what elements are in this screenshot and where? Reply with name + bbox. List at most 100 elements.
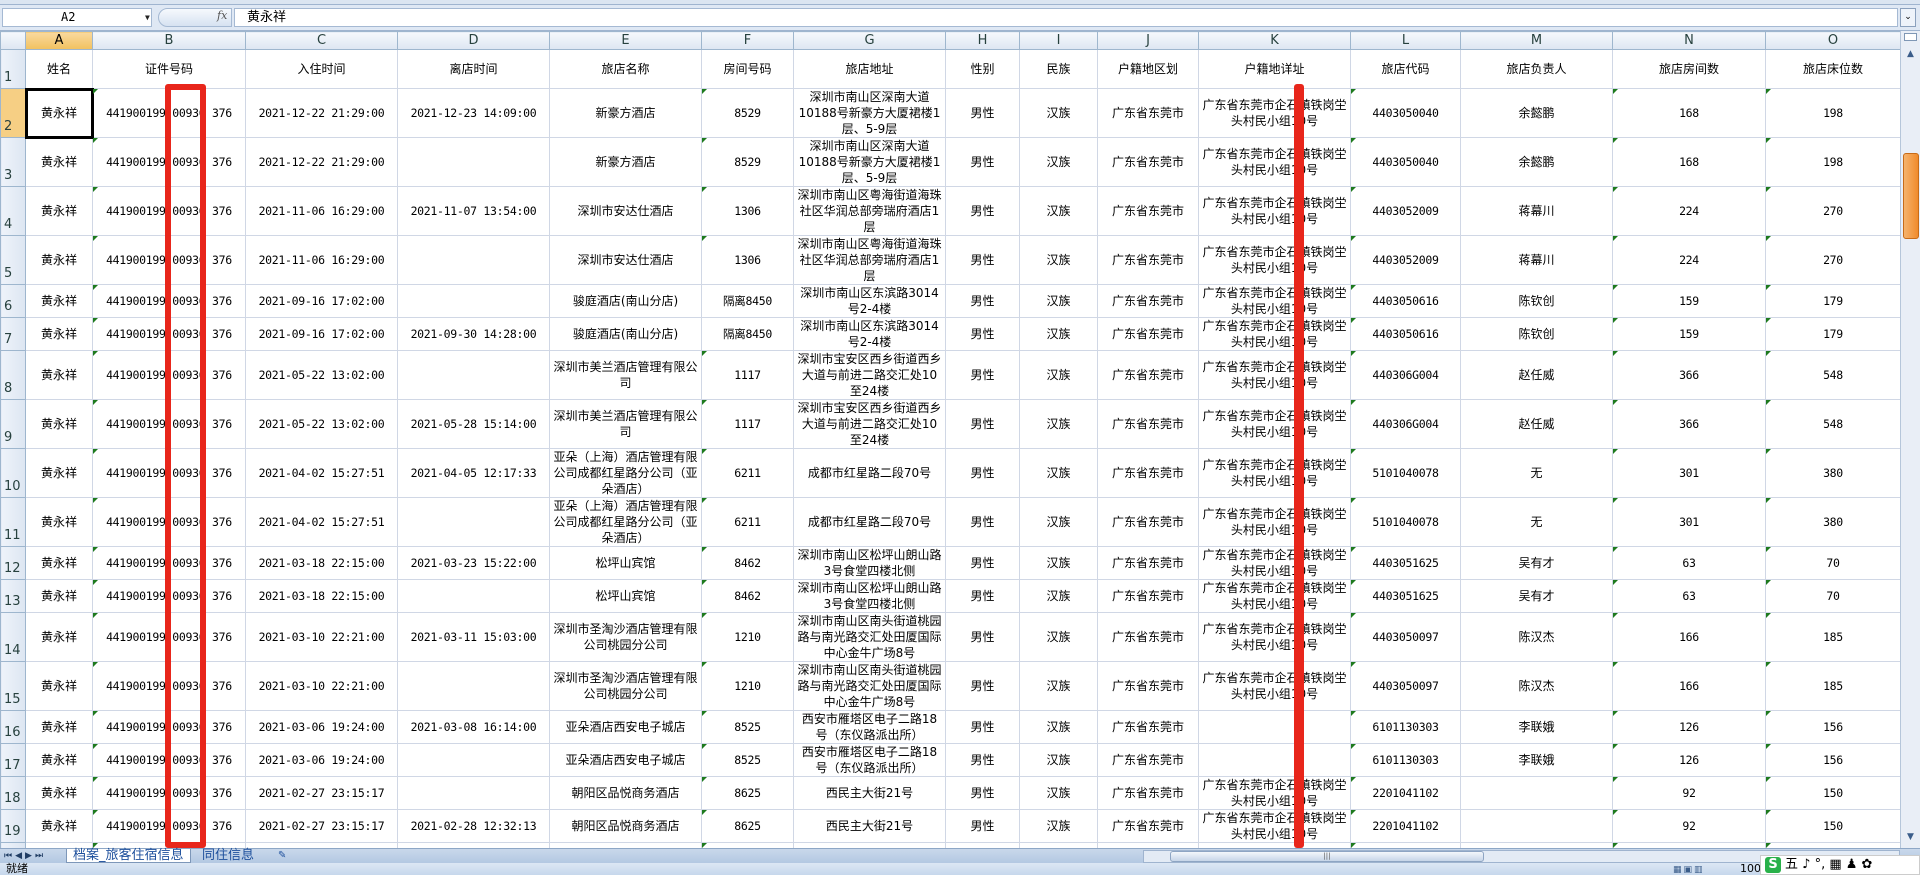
- column-header-n[interactable]: N: [1612, 31, 1766, 50]
- row-header[interactable]: 3: [0, 137, 26, 187]
- cell-k[interactable]: 广东省东莞市企石镇铁岗坣头村民小组10号: [1198, 612, 1351, 662]
- cell-e[interactable]: 深圳市安达仕酒店: [549, 235, 702, 285]
- cell-h[interactable]: 男性: [945, 497, 1020, 547]
- cell-g[interactable]: 西民主大街21号: [793, 776, 946, 810]
- select-all-button[interactable]: [0, 31, 26, 50]
- header-cell[interactable]: 旅店地址: [793, 49, 946, 89]
- cell-e[interactable]: 骏庭酒店(南山分店): [549, 284, 702, 318]
- cell-g[interactable]: 深圳市南山区粤海街道海珠社区华润总部旁瑞府酒店1层: [793, 235, 946, 285]
- cell-j[interactable]: 广东省东莞市: [1097, 137, 1199, 187]
- column-header-h[interactable]: H: [945, 31, 1020, 50]
- cell-g[interactable]: 成都市红星路二段70号: [793, 497, 946, 547]
- row-header[interactable]: 17: [0, 743, 26, 777]
- cell-e[interactable]: 深圳市圣淘沙酒店管理有限公司桃园分公司: [549, 612, 702, 662]
- cell-f[interactable]: 隔离8450: [701, 317, 794, 351]
- cell-m[interactable]: 李联娥: [1460, 743, 1613, 777]
- cell-k[interactable]: 广东省东莞市企石镇铁岗坣头村民小组10号: [1198, 284, 1351, 318]
- cell-l[interactable]: 4403052009: [1350, 186, 1461, 236]
- cell-o[interactable]: 380: [1765, 497, 1900, 547]
- cell-o[interactable]: 150: [1765, 809, 1900, 843]
- cell-o[interactable]: 130: [1765, 842, 1900, 848]
- cell-f[interactable]: 1117: [701, 399, 794, 449]
- cell-j[interactable]: 广东省东莞市: [1097, 235, 1199, 285]
- cell-a[interactable]: 黄永祥: [25, 710, 93, 744]
- cell-d[interactable]: 2021-03-23 15:22:00: [397, 546, 550, 580]
- cell-g[interactable]: 深圳市南山区南头街道桃园路与南光路交汇处田厦国际中心金牛广场8号: [793, 612, 946, 662]
- cell-l[interactable]: 4403050040: [1350, 137, 1461, 187]
- sheet-tab-cohabitants[interactable]: 同住信息: [202, 848, 255, 863]
- cell-m[interactable]: [1460, 776, 1613, 810]
- cell-j[interactable]: 广东省东莞市: [1097, 579, 1199, 613]
- split-handle[interactable]: [1904, 33, 1917, 41]
- cell-m[interactable]: 蒋幕川: [1460, 186, 1613, 236]
- cell-e[interactable]: 亚朵酒店西安电子城店: [549, 710, 702, 744]
- cell-j[interactable]: 广东省东莞市: [1097, 448, 1199, 498]
- cell-i[interactable]: 汉族: [1019, 809, 1098, 843]
- cell-d[interactable]: 2021-11-07 13:54:00: [397, 186, 550, 236]
- cell-o[interactable]: 198: [1765, 137, 1900, 187]
- cell-k[interactable]: 广东省东莞市企石镇铁岗坣头村民小组10号: [1198, 776, 1351, 810]
- cell-j[interactable]: 广东省东莞市: [1097, 776, 1199, 810]
- row-header[interactable]: 2: [0, 88, 26, 138]
- cell-l[interactable]: 440306G004: [1350, 399, 1461, 449]
- cell-m[interactable]: 陈汉杰: [1460, 612, 1613, 662]
- row-header[interactable]: 15: [0, 661, 26, 711]
- cell-l[interactable]: 6101130303: [1350, 743, 1461, 777]
- cell-a[interactable]: 黄永祥: [25, 612, 93, 662]
- column-header-l[interactable]: L: [1350, 31, 1461, 50]
- cell-m[interactable]: 陈钦创: [1460, 284, 1613, 318]
- cell-k[interactable]: 广东省东莞市企石镇铁岗坣头村民小组10号: [1198, 186, 1351, 236]
- cell-c[interactable]: 2021-12-22 21:29:00: [245, 88, 398, 138]
- cell-g[interactable]: 西安市雁塔区电子二路18号（东仪路派出所）: [793, 743, 946, 777]
- cell-l[interactable]: 4403051625: [1350, 579, 1461, 613]
- cell-c[interactable]: 2021-04-02 15:27:51: [245, 448, 398, 498]
- column-header-a[interactable]: A: [25, 31, 93, 50]
- cell-h[interactable]: 男性: [945, 235, 1020, 285]
- row-header[interactable]: 10: [0, 448, 26, 498]
- cell-a[interactable]: 黄永祥: [25, 448, 93, 498]
- cell-k[interactable]: 广东省东莞市企石镇铁岗坣头村民小组10号: [1198, 579, 1351, 613]
- cell-b[interactable]: 441900199 00930 376: [92, 448, 246, 498]
- cell-l[interactable]: 5101040078: [1350, 497, 1461, 547]
- cell-n[interactable]: 301: [1612, 497, 1766, 547]
- cell-m[interactable]: 无: [1460, 497, 1613, 547]
- column-header-j[interactable]: J: [1097, 31, 1199, 50]
- cell-f[interactable]: 8625: [701, 809, 794, 843]
- cell-n[interactable]: 366: [1612, 350, 1766, 400]
- cell-o[interactable]: 198: [1765, 88, 1900, 138]
- cell-b[interactable]: 441900199 00930 376: [92, 137, 246, 187]
- cell-g[interactable]: 深圳市南山区深南大道10188号新豪方大厦裙楼1层、5-9层: [793, 137, 946, 187]
- cell-d[interactable]: 2021-03-11 15:03:00: [397, 612, 550, 662]
- cell-d[interactable]: [397, 284, 550, 318]
- cell-i[interactable]: 汉族: [1019, 186, 1098, 236]
- cell-m[interactable]: [1460, 809, 1613, 843]
- cell-o[interactable]: 548: [1765, 399, 1900, 449]
- cell-o[interactable]: 270: [1765, 186, 1900, 236]
- header-cell[interactable]: 旅店代码: [1350, 49, 1461, 89]
- cell-f[interactable]: 8462: [701, 546, 794, 580]
- cell-h[interactable]: 男性: [945, 661, 1020, 711]
- row-header[interactable]: 4: [0, 186, 26, 236]
- cell-b[interactable]: 441900199 00930 376: [92, 186, 246, 236]
- cell-k[interactable]: [1198, 710, 1351, 744]
- column-header-e[interactable]: E: [549, 31, 702, 50]
- cell-d[interactable]: [397, 235, 550, 285]
- cell-a[interactable]: 黄永祥: [25, 661, 93, 711]
- insert-sheet-icon[interactable]: ✎: [278, 850, 287, 861]
- cell-b[interactable]: 441900199 00930 376: [92, 809, 246, 843]
- cell-g[interactable]: 深圳市南山区东滨路3014号2-4楼: [793, 317, 946, 351]
- cell-n[interactable]: 126: [1612, 710, 1766, 744]
- cell-i[interactable]: 汉族: [1019, 546, 1098, 580]
- cell-h[interactable]: 男性: [945, 612, 1020, 662]
- cell-k[interactable]: 广东省东莞市企石镇铁岗坣头村民小组10号: [1198, 350, 1351, 400]
- cell-a[interactable]: 黄永祥: [25, 546, 93, 580]
- cell-f[interactable]: 1117: [701, 350, 794, 400]
- cell-d[interactable]: [397, 776, 550, 810]
- cell-f[interactable]: 1210: [701, 661, 794, 711]
- cell-n[interactable]: 366: [1612, 399, 1766, 449]
- cell-j[interactable]: 广东省东莞市: [1097, 612, 1199, 662]
- header-cell[interactable]: 旅店名称: [549, 49, 702, 89]
- cell-h[interactable]: 男性: [945, 350, 1020, 400]
- cell-j[interactable]: 广东省东莞市: [1097, 350, 1199, 400]
- cell-c[interactable]: 2021-02-27 23:15:17: [245, 776, 398, 810]
